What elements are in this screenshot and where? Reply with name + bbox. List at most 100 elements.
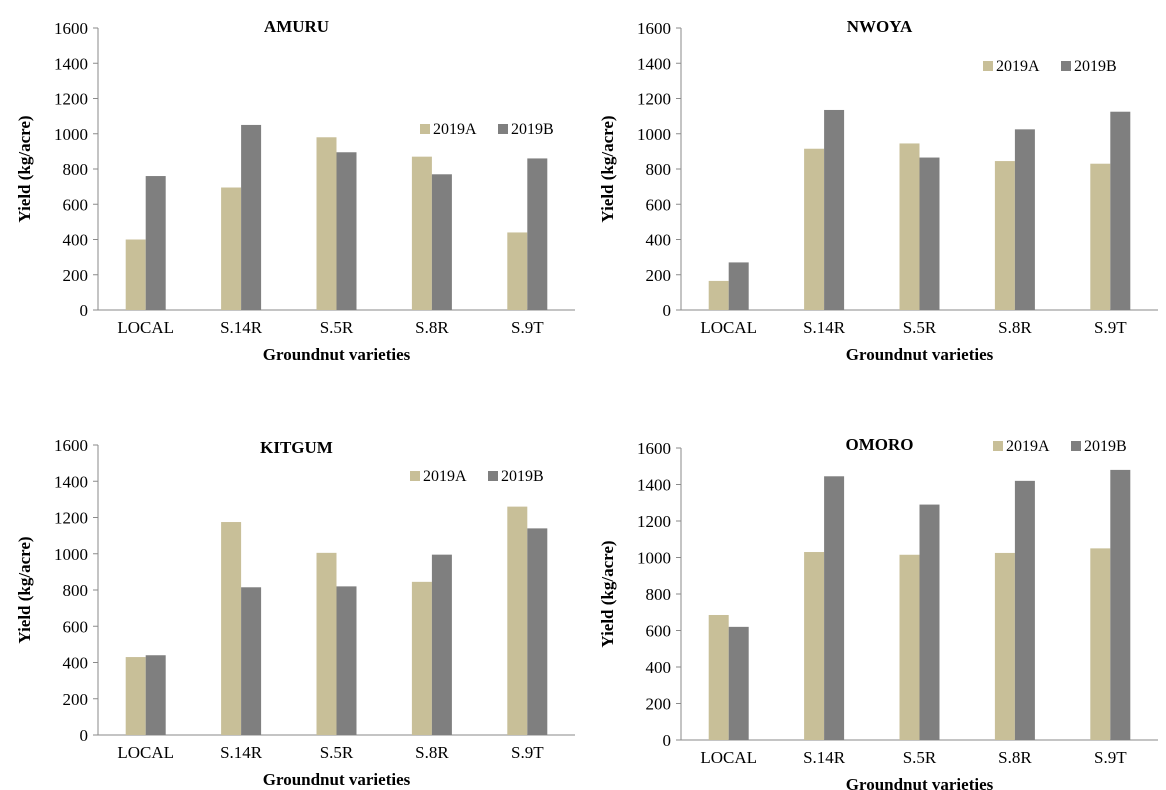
bar-2019b-s9t: [527, 158, 548, 310]
bar-2019a-s5r: [899, 554, 920, 740]
y-axis-label: Yield (kg/acre): [15, 536, 34, 643]
bar-2019b-s9t: [1110, 469, 1131, 740]
bar-2019a-s14r: [804, 148, 825, 310]
chart-title: OMORO: [846, 435, 914, 454]
legend: 2019A 2019B: [993, 438, 1127, 455]
bar-2019b-local: [728, 262, 749, 310]
x-tick-label: S.8R: [415, 318, 449, 337]
bar-2019b-s5r: [336, 586, 357, 735]
bar-2019a-s8r: [411, 581, 432, 735]
x-tick-label: S.9T: [511, 318, 544, 337]
y-tick-label: 1200: [637, 512, 671, 531]
x-tick-label: S.5R: [320, 318, 354, 337]
y-tick-label: 1400: [54, 472, 88, 491]
bar-2019b-s9t: [527, 528, 548, 735]
y-tick-label: 1400: [54, 54, 88, 73]
bar-2019a-local: [708, 614, 729, 740]
y-axis-label: Yield (kg/acre): [598, 115, 617, 222]
y-tick-label: 0: [663, 731, 672, 750]
chart-panel-amuru: AMURU Yield (kg/acre) 0 200 400 600 800 1000 120…: [0, 0, 583, 395]
bar-2019a-s9t: [507, 232, 528, 310]
y-tick-label: 800: [646, 160, 672, 179]
bar-2019a-s9t: [1090, 163, 1111, 310]
chart-title: AMURU: [264, 17, 329, 36]
x-axis-label: Groundnut varieties: [846, 775, 994, 790]
x-tick-label: S.14R: [803, 748, 846, 767]
chart-svg: KITGUM Yield (kg/acre) 0 200 400 600 800 1000 12…: [15, 436, 575, 789]
y-tick-label: 600: [646, 195, 672, 214]
x-tick-label: S.14R: [220, 318, 263, 337]
x-tick-label: S.14R: [220, 743, 263, 762]
legend-label: 2019A: [996, 58, 1040, 75]
y-tick-label: 400: [646, 658, 672, 677]
bar-2019a-s8r: [411, 156, 432, 310]
legend-swatch: [488, 471, 498, 481]
x-tick-label: LOCAL: [117, 743, 174, 762]
bar-2019a-s9t: [507, 506, 528, 735]
bar-2019b-s8r: [431, 554, 452, 735]
y-tick-label: 800: [646, 585, 672, 604]
x-tick-label: S.8R: [415, 743, 449, 762]
x-axis-label: Groundnut varieties: [846, 345, 994, 364]
y-tick-label: 1600: [637, 439, 671, 458]
y-tick-label: 0: [663, 301, 672, 320]
y-tick-label: 200: [63, 690, 89, 709]
y-tick-label: 1400: [637, 476, 671, 495]
y-tick-label: 400: [63, 231, 89, 250]
x-tick-label: LOCAL: [700, 748, 757, 767]
chart-title: NWOYA: [847, 17, 913, 36]
bar-2019b-local: [145, 176, 166, 310]
bar-2019b-s5r: [336, 152, 357, 310]
x-tick-label: S.9T: [1094, 318, 1127, 337]
y-tick-label: 0: [80, 301, 89, 320]
y-tick-label: 600: [646, 622, 672, 641]
legend-label: 2019A: [423, 468, 467, 485]
y-tick-label: 1200: [54, 90, 88, 109]
legend-label: 2019A: [1006, 438, 1050, 455]
bar-2019a-s9t: [1090, 548, 1111, 740]
bar-2019a-local: [125, 239, 146, 310]
chart-svg: NWOYA Yield (kg/acre) 0 200 400 600 800 1000 120…: [598, 17, 1158, 364]
chart-title: KITGUM: [260, 438, 333, 457]
legend: 2019A 2019B: [983, 58, 1117, 75]
bar-2019a-s8r: [994, 552, 1015, 740]
legend-swatch: [1071, 441, 1081, 451]
y-tick-label: 1000: [637, 125, 671, 144]
y-tick-label: 200: [63, 266, 89, 285]
y-axis-label: Yield (kg/acre): [15, 115, 34, 222]
y-tick-label: 1000: [54, 125, 88, 144]
y-tick-label: 200: [646, 695, 672, 714]
legend-label: 2019B: [511, 121, 554, 138]
legend-label: 2019A: [433, 121, 477, 138]
y-tick-label: 1600: [54, 436, 88, 455]
legend-swatch: [983, 61, 993, 71]
x-tick-label: LOCAL: [117, 318, 174, 337]
x-tick-label: S.8R: [998, 318, 1032, 337]
y-tick-label: 1000: [637, 549, 671, 568]
legend: 2019A 2019B: [420, 121, 554, 138]
y-tick-label: 1200: [637, 90, 671, 109]
bar-2019b-s8r: [1014, 480, 1035, 740]
bar-2019a-s14r: [804, 552, 825, 740]
y-tick-label: 800: [63, 581, 89, 600]
y-tick-label: 1200: [54, 509, 88, 528]
bar-2019a-s5r: [899, 143, 920, 310]
y-tick-label: 600: [63, 195, 89, 214]
bar-2019b-s14r: [824, 476, 845, 740]
bar-2019b-s9t: [1110, 111, 1131, 310]
bar-2019b-s5r: [919, 504, 940, 740]
y-tick-label: 400: [646, 231, 672, 250]
y-tick-label: 1600: [637, 19, 671, 38]
chart-svg: OMORO Yield (kg/acre) 0 200 400 600 800 1000 120…: [598, 435, 1158, 790]
x-tick-label: S.8R: [998, 748, 1032, 767]
chart-panel-omoro: OMORO Yield (kg/acre) 0 200 400 600 800 1000 120…: [583, 395, 1166, 790]
y-tick-label: 200: [646, 266, 672, 285]
bar-2019b-local: [145, 655, 166, 735]
y-tick-label: 0: [80, 726, 89, 745]
legend-swatch: [498, 124, 508, 134]
bar-2019a-local: [125, 657, 146, 735]
x-axis-label: Groundnut varieties: [263, 770, 411, 789]
bar-2019b-s8r: [431, 174, 452, 310]
x-tick-label: S.9T: [511, 743, 544, 762]
legend-swatch: [420, 124, 430, 134]
